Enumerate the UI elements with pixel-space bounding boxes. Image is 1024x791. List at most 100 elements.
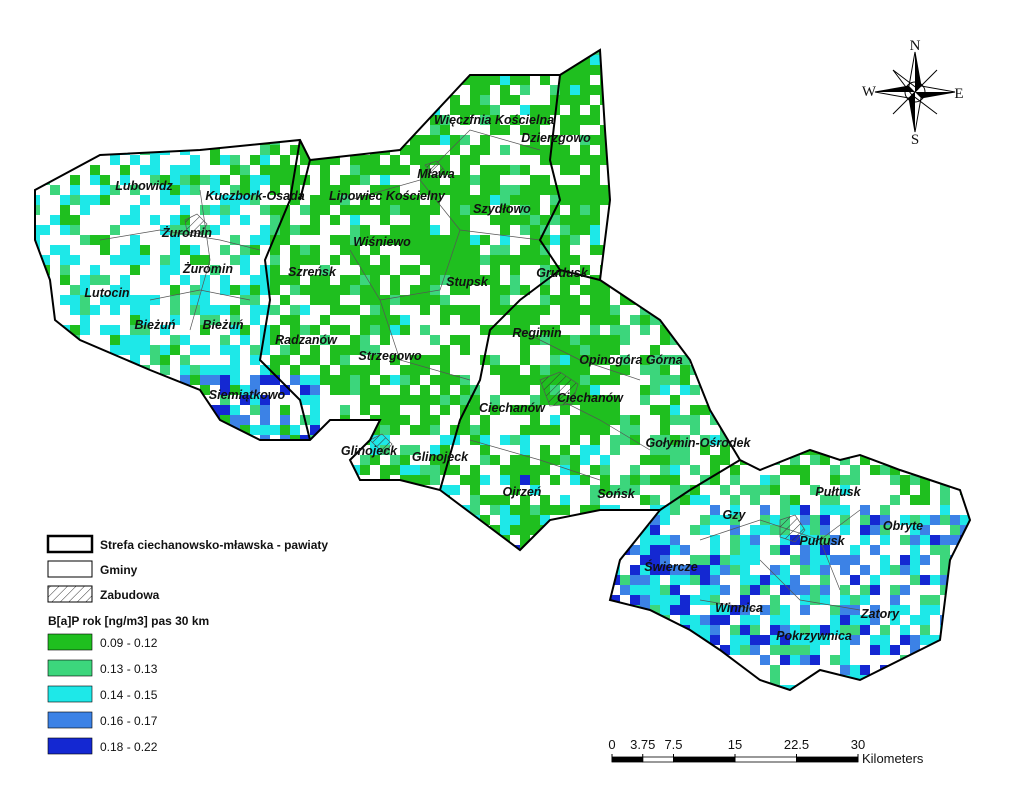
raster-cell xyxy=(70,305,80,315)
raster-cell xyxy=(680,455,690,465)
raster-cell xyxy=(790,135,800,145)
raster-cell xyxy=(760,685,770,690)
raster-cell xyxy=(480,205,490,215)
raster-cell xyxy=(80,295,90,305)
raster-cell xyxy=(430,615,440,625)
raster-cell xyxy=(970,655,980,665)
raster-cell xyxy=(150,675,160,685)
place-label: Pułtusk xyxy=(815,485,861,499)
raster-cell xyxy=(180,405,190,415)
raster-cell xyxy=(120,165,130,175)
raster-cell xyxy=(90,305,100,315)
raster-cell xyxy=(490,255,500,265)
raster-cell xyxy=(330,65,340,75)
raster-cell xyxy=(940,115,950,125)
raster-cell xyxy=(750,85,760,95)
raster-cell xyxy=(320,50,330,55)
raster-cell xyxy=(860,445,870,455)
raster-cell xyxy=(220,665,230,675)
raster-cell xyxy=(190,345,200,355)
raster-cell xyxy=(660,305,670,315)
raster-cell xyxy=(360,195,370,205)
raster-cell xyxy=(580,585,590,595)
raster-cell xyxy=(50,165,60,175)
compass-e: E xyxy=(954,86,963,102)
raster-cell xyxy=(300,555,310,565)
raster-cell xyxy=(720,215,730,225)
raster-cell xyxy=(590,225,600,235)
raster-cell xyxy=(560,565,570,575)
raster-cell xyxy=(900,635,910,645)
raster-cell xyxy=(400,415,410,425)
raster-cell xyxy=(180,355,190,365)
raster-cell xyxy=(470,245,480,255)
raster-cell xyxy=(130,675,140,685)
raster-cell xyxy=(60,255,70,265)
raster-cell xyxy=(320,145,330,155)
raster-cell xyxy=(260,495,270,505)
raster-cell xyxy=(170,655,180,665)
raster-cell xyxy=(590,295,600,305)
raster-cell xyxy=(400,585,410,595)
raster-cell xyxy=(450,245,460,255)
raster-cell xyxy=(290,85,300,95)
raster-cell xyxy=(410,615,420,625)
raster-cell xyxy=(500,505,510,515)
raster-cell xyxy=(940,405,950,415)
raster-cell xyxy=(670,665,680,675)
raster-cell xyxy=(250,245,260,255)
raster-cell xyxy=(650,585,660,595)
raster-cell xyxy=(390,125,400,135)
raster-cell xyxy=(90,425,100,435)
raster-cell xyxy=(90,165,100,175)
raster-cell xyxy=(270,645,280,655)
raster-cell xyxy=(440,435,450,445)
raster-cell xyxy=(350,615,360,625)
raster-cell xyxy=(120,135,130,145)
raster-cell xyxy=(400,375,410,385)
raster-cell xyxy=(370,395,380,405)
raster-cell xyxy=(240,525,250,535)
raster-cell xyxy=(960,395,970,405)
raster-cell xyxy=(900,585,910,595)
raster-cell xyxy=(480,275,490,285)
raster-cell xyxy=(450,515,460,525)
raster-cell xyxy=(370,645,380,655)
raster-cell xyxy=(400,205,410,215)
raster-cell xyxy=(200,515,210,525)
raster-cell xyxy=(850,175,860,185)
raster-cell xyxy=(70,285,80,295)
raster-cell xyxy=(130,325,140,335)
raster-cell xyxy=(200,365,210,375)
raster-cell xyxy=(850,605,860,615)
raster-cell xyxy=(520,145,530,155)
raster-cell xyxy=(170,315,180,325)
raster-cell xyxy=(660,385,670,395)
raster-cell xyxy=(250,65,260,75)
raster-cell xyxy=(210,565,220,575)
raster-cell xyxy=(170,495,180,505)
raster-cell xyxy=(640,385,650,395)
raster-cell xyxy=(510,285,520,295)
legend-label: 0.09 - 0.12 xyxy=(100,636,158,650)
raster-cell xyxy=(230,565,240,575)
raster-cell xyxy=(950,625,960,635)
raster-cell xyxy=(70,405,80,415)
raster-cell xyxy=(950,665,960,675)
raster-cell xyxy=(850,555,860,565)
raster-cell xyxy=(320,315,330,325)
raster-cell xyxy=(370,495,380,505)
raster-cell xyxy=(530,555,540,565)
raster-cell xyxy=(520,205,530,215)
raster-cell xyxy=(580,525,590,535)
raster-cell xyxy=(680,215,690,225)
raster-cell xyxy=(710,225,720,235)
raster-cell xyxy=(870,465,880,475)
raster-cell xyxy=(130,155,140,165)
raster-cell xyxy=(210,635,220,645)
compass-n: N xyxy=(910,38,921,54)
raster-cell xyxy=(790,625,800,635)
raster-cell xyxy=(290,315,300,325)
raster-cell xyxy=(590,555,600,565)
raster-cell xyxy=(500,385,510,395)
